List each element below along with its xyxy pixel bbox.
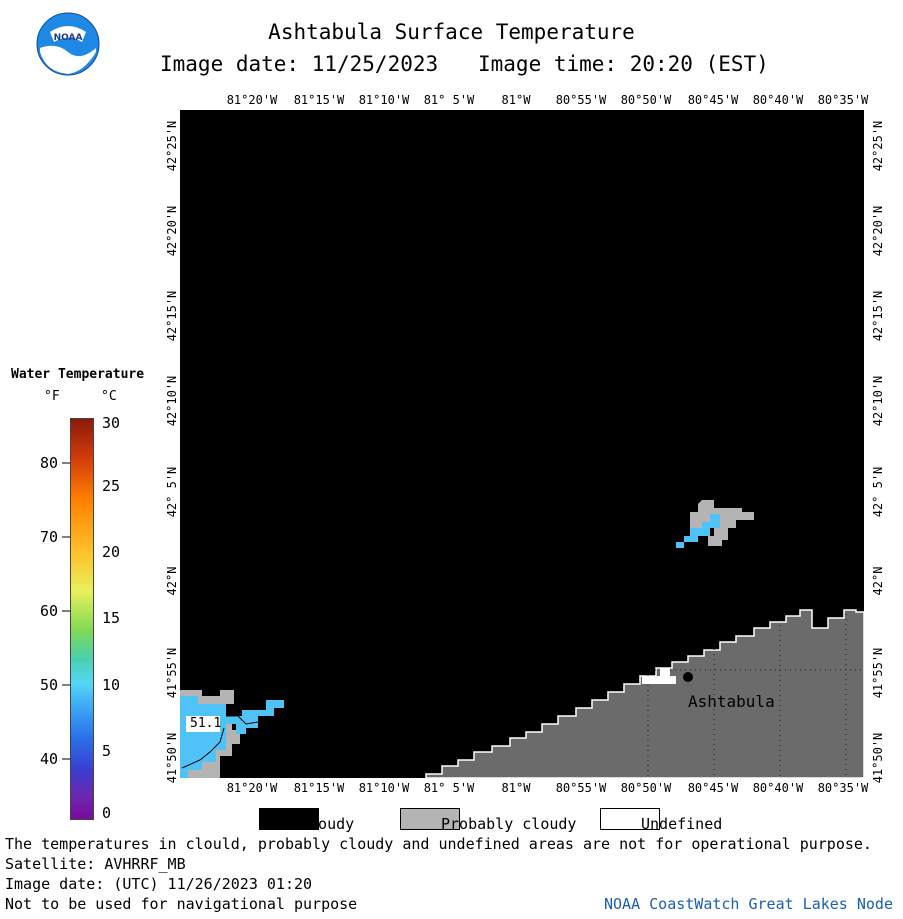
lon-label-bottom: 80°55'W — [555, 781, 607, 795]
lat-label-right: 42° 5'N — [871, 466, 885, 518]
f-tick-label: 80 — [40, 454, 59, 472]
lat-label-right: 41°55'N — [871, 647, 885, 699]
cloudy-swatch — [259, 808, 319, 830]
navigation-warning: Not to be used for navigational purpose — [5, 895, 358, 913]
undefined-area — [642, 668, 676, 684]
lon-label-top: 80°50'W — [620, 93, 672, 107]
grid-lines — [647, 614, 864, 778]
c-tick-label: 30 — [102, 414, 121, 432]
lat-label-right: 41°50'N — [871, 732, 885, 784]
f-tick-label: 50 — [40, 676, 59, 694]
utc-date-text: Image date: (UTC) 11/26/2023 01:20 — [5, 875, 313, 893]
land-area — [425, 609, 865, 779]
undefined-label: Undefined — [641, 815, 723, 833]
lon-label-bottom: 80°50'W — [620, 781, 672, 795]
city-marker — [683, 672, 693, 682]
page-title: Ashtabula Surface Temperature — [268, 20, 635, 44]
cloudy-label: Cloudy — [300, 815, 355, 833]
lat-label-right: 42°20'N — [871, 205, 885, 257]
f-tick-label: 40 — [40, 750, 59, 768]
probably-cloudy-swatch — [400, 808, 460, 830]
lon-label-top: 80°40'W — [752, 93, 804, 107]
scale-ticks — [62, 418, 70, 818]
map-canvas — [180, 110, 865, 779]
lat-label-right: 42°10'N — [871, 375, 885, 427]
lon-label-bottom: 81°20'W — [226, 781, 278, 795]
lat-label-right: 42°15'N — [871, 290, 885, 342]
legend-title: Water Temperature — [11, 367, 145, 382]
lon-label-bottom: 80°45'W — [687, 781, 739, 795]
lon-label-bottom: 80°40'W — [752, 781, 804, 795]
image-time: Image time: 20:20 (EST) — [478, 52, 769, 76]
lat-label-left: 42°N — [165, 566, 179, 596]
noaa-logo-icon: NOAA — [36, 12, 100, 76]
lat-label-left: 41°55'N — [165, 647, 179, 699]
c-tick-label: 15 — [102, 609, 121, 627]
lon-label-bottom: 81°10'W — [358, 781, 410, 795]
lon-label-bottom: 81° 5'W — [423, 781, 475, 795]
credit-text: NOAA CoastWatch Great Lakes Node — [604, 895, 893, 913]
water-temperature-area — [676, 514, 720, 548]
undefined-swatch — [600, 808, 660, 830]
c-tick-label: 20 — [102, 543, 121, 561]
temperature-map: Ashtabula 51.1 — [180, 110, 865, 779]
lon-label-top: 81°10'W — [358, 93, 410, 107]
image-date: Image date: 11/25/2023 — [160, 52, 439, 76]
lat-label-right: 42°N — [871, 566, 885, 596]
f-tick-label: 70 — [40, 528, 59, 546]
f-tick-label: 60 — [40, 602, 59, 620]
c-tick-label: 5 — [102, 742, 112, 760]
color-scale-bar — [70, 418, 94, 820]
noaa-logo-text: NOAA — [54, 33, 83, 43]
disclaimer-text: The temperatures in clould, probably clo… — [5, 835, 872, 853]
c-tick-label: 25 — [102, 477, 121, 495]
temp-label: 51.1 — [190, 716, 222, 731]
probably-cloudy-label: Probably cloudy — [441, 815, 577, 833]
unit-celsius: °C — [101, 389, 117, 404]
lon-label-bottom: 81°15'W — [293, 781, 345, 795]
lon-label-top: 81°20'W — [226, 93, 278, 107]
lat-label-left: 41°50'N — [165, 732, 179, 784]
lon-label-top: 81°15'W — [293, 93, 345, 107]
temp-label-box — [186, 716, 220, 732]
lat-label-left: 42°15'N — [165, 290, 179, 342]
lat-label-left: 42°20'N — [165, 205, 179, 257]
lon-label-bottom: 80°35'W — [817, 781, 869, 795]
lat-label-right: 42°25'N — [871, 120, 885, 172]
lat-label-left: 42°25'N — [165, 120, 179, 172]
lon-label-top: 81°W — [501, 93, 531, 107]
unit-fahrenheit: °F — [44, 389, 60, 404]
c-tick-label: 10 — [102, 676, 121, 694]
lat-label-left: 42°10'N — [165, 375, 179, 427]
lon-label-bottom: 81°W — [501, 781, 531, 795]
lon-label-top: 80°55'W — [555, 93, 607, 107]
lon-label-top: 80°45'W — [687, 93, 739, 107]
c-tick-label: 0 — [102, 804, 112, 822]
lat-label-left: 42° 5'N — [165, 466, 179, 518]
lon-label-top: 81° 5'W — [423, 93, 475, 107]
probably-cloudy-area — [690, 500, 754, 546]
satellite-text: Satellite: AVHRRF_MB — [5, 855, 186, 873]
city-label: Ashtabula — [688, 692, 775, 711]
lon-label-top: 80°35'W — [817, 93, 869, 107]
noaa-logo: NOAA — [36, 12, 100, 76]
